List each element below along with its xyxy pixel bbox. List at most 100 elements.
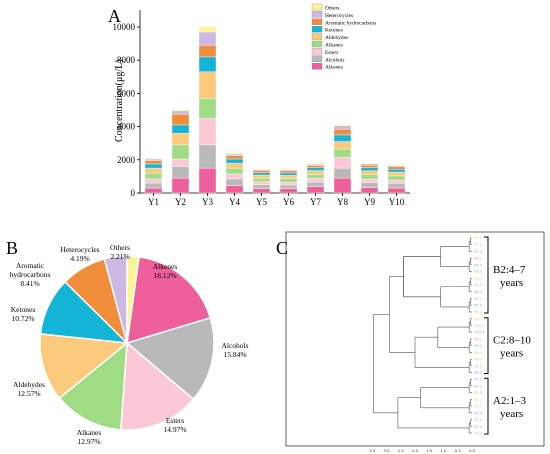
leaf-label: Y8-2 (474, 364, 482, 368)
leaf-label: Y1-3 (474, 432, 482, 436)
x-tick-label: Y5 (256, 197, 267, 207)
bar-segment-others-y10 (387, 164, 406, 166)
panel-label-a: A (108, 6, 121, 26)
bar-segment-alkanes-y4 (225, 167, 244, 175)
dendrogram-x-tick-label: 2.0 (412, 448, 419, 453)
bar-segment-aldehydes-y6 (279, 175, 298, 179)
bar-segment-esters-y1 (144, 178, 163, 184)
leaf-label: Y4-3 (474, 270, 482, 274)
leaf-label: Y7-3 (474, 250, 482, 254)
pie-value-label-others: 2.21% (110, 252, 129, 261)
bar-segment-aldehydes-y10 (387, 171, 406, 177)
dendrogram-x-tick-label: 2.5 (398, 448, 405, 453)
dendrogram-x-tick-label: 1.0 (440, 448, 447, 453)
bar-segment-ketones-y1 (144, 163, 163, 169)
pie-value-label-heterocycles: 4.19% (70, 254, 89, 263)
leaf-label: Y7-2 (474, 243, 482, 247)
legend-swatch-others (311, 3, 323, 11)
leaf-label: Y5-2 (474, 304, 482, 308)
y-tick-label: 2000 (117, 155, 136, 165)
legend-label-others: Others (325, 6, 339, 12)
dendrogram-leaf-labels: Y7-1 Y7-2 Y7-3 Y4-1 Y4-2 Y4-3 Y6-1 Y6-2 Y6-3 Y5-1… (474, 237, 484, 436)
stacked-bar-chart: Concentration(μg/L) 0 2000 4000 6000 8000 100… (113, 3, 410, 207)
leaf-label: Y6-3 (474, 290, 482, 294)
bar-segment-others-y8 (333, 123, 352, 126)
legend-label-alcohols: Alcohols (325, 57, 344, 63)
bar-segment-alcohols-y2 (171, 166, 190, 179)
x-tick-group: Y1 Y2 Y3 Y4 Y5 Y6 Y7 Y8 Y9 Y10 (148, 193, 405, 207)
bar-segment-alkenes-y1 (144, 187, 163, 194)
bar-segment-alkenes-y7 (306, 186, 325, 194)
y-tick-label: 0 (131, 188, 136, 198)
bar-segment-aldehydes-y9 (360, 170, 379, 175)
bar-segment-esters-y7 (306, 178, 325, 183)
leaf-label: Y8-1 (474, 358, 482, 362)
x-tick-label: Y1 (148, 197, 159, 207)
bar-segment-aromatic-hydrocarbons-y1 (144, 160, 163, 165)
pie-value-label-esters: 14.97% (163, 425, 186, 434)
pie-slice-alkanes (58, 341, 128, 431)
x-tick-label: Y6 (283, 197, 294, 207)
y-tick-label: 8000 (117, 55, 136, 65)
bar-segment-others-y9 (360, 162, 379, 164)
bar-group (144, 26, 406, 194)
bar-segment-aldehydes-y5 (252, 174, 271, 179)
bar-segment-aromatic-hydrocarbons-y8 (333, 128, 352, 136)
y-tick-label: 4000 (117, 122, 136, 132)
bar-segment-ketones-y3 (198, 56, 217, 73)
panel-label-b: B (6, 238, 18, 258)
leaf-label: Y1-2 (474, 425, 482, 429)
bar-segment-esters-y10 (387, 179, 406, 184)
pie-value-label-aldehydes: 12.57% (17, 389, 40, 398)
leaf-label: Y9-1 (474, 337, 482, 341)
bar-segment-others-y7 (306, 162, 325, 165)
bar-segment-alkenes-y9 (360, 187, 379, 194)
cluster-label: B2:4–7 (493, 264, 526, 276)
leaf-label: Y3-1 (474, 398, 482, 402)
pie-name-label-alcohols: Alcohols (221, 341, 248, 350)
x-tick-label: Y4 (229, 197, 240, 207)
legend-label-heterocycles: Heterocycles (325, 13, 353, 19)
bar-segment-alkenes-y2 (171, 177, 190, 194)
leaf-label: Y10-2 (474, 324, 484, 328)
legend-label-alkanes: Alkanes (325, 43, 343, 49)
leaf-label: Y9-3 (474, 351, 482, 355)
pie-name-label-aromatic-hydrocarbons: Aromatic (16, 261, 45, 270)
dendrogram-frame (285, 231, 545, 447)
pie-slice-group (39, 255, 215, 431)
bar-segment-alcohols-y10 (387, 183, 406, 189)
bar-segment-aromatic-hydrocarbons-y5 (252, 170, 271, 173)
leaf-label: Y5-3 (474, 310, 482, 314)
bar-segment-alcohols-y1 (144, 182, 163, 189)
bar-segment-others-y2 (171, 108, 190, 112)
legend-label-aldehydes: Aldehydes (325, 35, 348, 41)
pie-slice-aldehydes (39, 333, 129, 400)
y-tick-label: 10000 (113, 22, 136, 32)
panel-label-c: C (276, 238, 288, 258)
bar-segment-others-y4 (225, 152, 244, 155)
cluster-bracket (484, 317, 489, 374)
bar-segment-alcohols-y4 (225, 178, 244, 186)
bar-segment-alcohols-y9 (360, 182, 379, 188)
pie-name-label-aldehydes: Aldehydes (13, 380, 45, 389)
bar-segment-esters-y8 (333, 157, 352, 169)
dendrogram-x-tick-label: 0.5 (455, 448, 462, 453)
bar-segment-alkenes-y10 (387, 187, 406, 194)
bar-segment-aromatic-hydrocarbons-y4 (225, 155, 244, 160)
pie-name-label-alkanes: Alkanes (77, 428, 102, 437)
cluster-bracket (484, 377, 489, 435)
x-tick-label: Y9 (364, 197, 375, 207)
dendrogram-x-tick-label: 3.5 (369, 448, 376, 453)
legend-swatch-alkenes (311, 63, 323, 70)
bar-segment-ketones-y4 (225, 158, 244, 164)
leaf-label: Y10-1 (474, 317, 484, 321)
cluster-label-years: years (500, 408, 523, 420)
leaf-label: Y8-3 (474, 371, 482, 375)
bar-segment-others-y6 (279, 168, 298, 170)
bar-segment-ketones-y6 (279, 172, 298, 176)
pie-value-label-alkanes: 12.97% (77, 437, 100, 446)
legend-swatch-ketones (311, 26, 323, 33)
